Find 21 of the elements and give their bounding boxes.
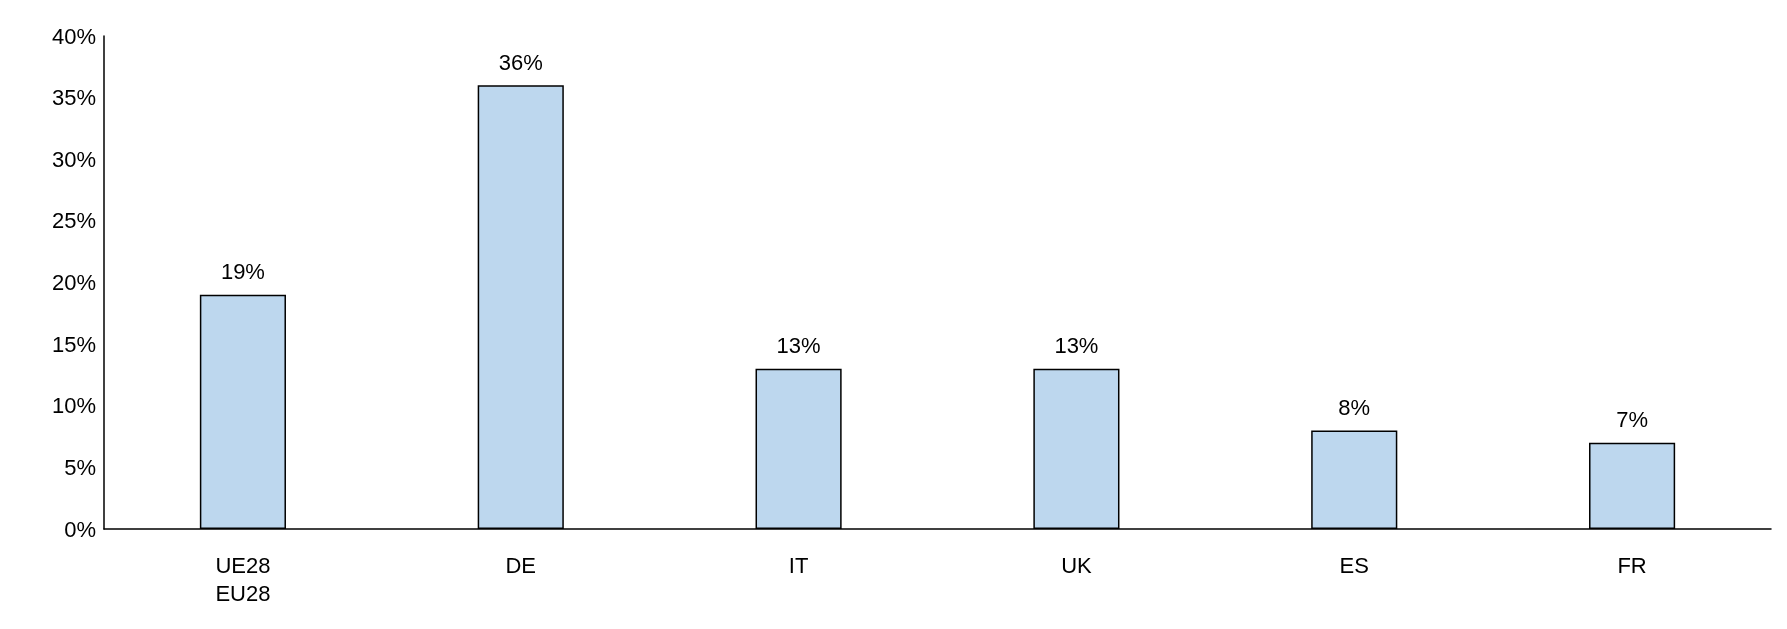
x-tick-label: UE28 EU28: [215, 552, 271, 606]
data-label: 13%: [1054, 333, 1099, 359]
x-tick-label: DE: [505, 552, 537, 578]
y-tick-label: 15%: [51, 331, 96, 357]
data-label: 19%: [220, 259, 265, 285]
data-label: 7%: [1616, 407, 1648, 433]
y-tick-label: 30%: [51, 146, 96, 172]
data-label: 13%: [776, 333, 821, 359]
x-tick-label: IT: [788, 552, 809, 578]
y-tick-label: 40%: [51, 23, 96, 49]
y-tick-label: 5%: [64, 454, 96, 480]
y-tick-label: 10%: [51, 393, 96, 419]
y-tick-label: 20%: [51, 270, 96, 295]
data-label: 36%: [498, 49, 543, 75]
x-tick-label: ES: [1339, 552, 1369, 578]
x-tick-label: UK: [1061, 552, 1093, 578]
y-tick-label: 35%: [51, 85, 96, 111]
y-tick-label: 25%: [51, 208, 96, 234]
x-tick-label: FR: [1617, 552, 1647, 578]
y-tick-label: 0%: [64, 516, 96, 542]
data-label: 8%: [1338, 394, 1371, 420]
